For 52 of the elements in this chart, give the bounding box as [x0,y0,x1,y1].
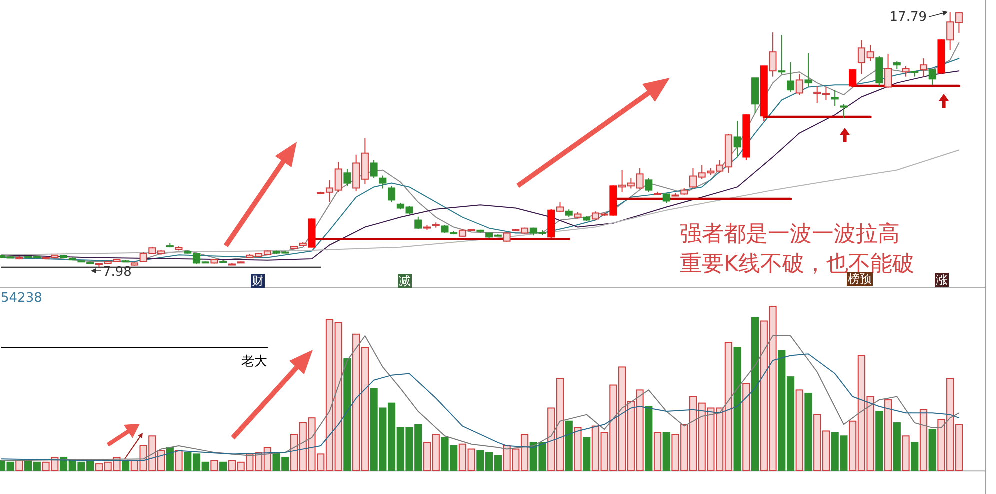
bar [166,447,174,472]
candlestick [344,168,352,187]
candlestick [849,68,857,88]
bar [654,432,662,472]
text: 54238 [1,291,42,306]
candlestick [884,54,892,89]
candlestick [840,104,848,119]
candlestick [778,34,786,75]
candlestick [920,58,928,78]
text: 财 [252,274,264,288]
bar [210,460,218,472]
bar [742,383,750,472]
annotation: 17.79 [890,10,927,25]
bar [645,406,653,472]
candlestick [831,90,839,107]
bar [16,460,24,472]
bar [884,400,892,472]
text: 减 [399,274,411,288]
bar [574,427,582,472]
bar [804,392,812,472]
candlestick [787,62,794,93]
candlestick [388,186,396,203]
candlestick [734,120,742,158]
bar [902,436,910,472]
bar [920,409,928,472]
bar [583,437,591,472]
bar [893,422,901,472]
candlestick [503,232,511,242]
text: 涨 [936,273,948,287]
candlestick [804,52,812,88]
candlestick [379,175,387,190]
candlestick [414,216,422,230]
bar [662,432,670,472]
candlestick [796,74,804,96]
bar [734,347,742,472]
bar [565,420,573,472]
bar [911,442,919,472]
bar [876,411,884,472]
candlestick [902,66,910,78]
annotation: 强者都是一波一波拉高 [680,222,900,247]
bar [796,390,804,472]
bar [175,450,183,472]
bar [751,317,760,472]
series-label: 老大 [242,354,268,370]
candlestick [769,32,777,78]
candlestick [928,68,936,86]
bar [344,358,352,472]
bar [928,429,936,472]
annotation: 7.98 [103,265,132,280]
candlestick [370,160,378,179]
bar [220,462,228,472]
candlestick [645,178,653,193]
